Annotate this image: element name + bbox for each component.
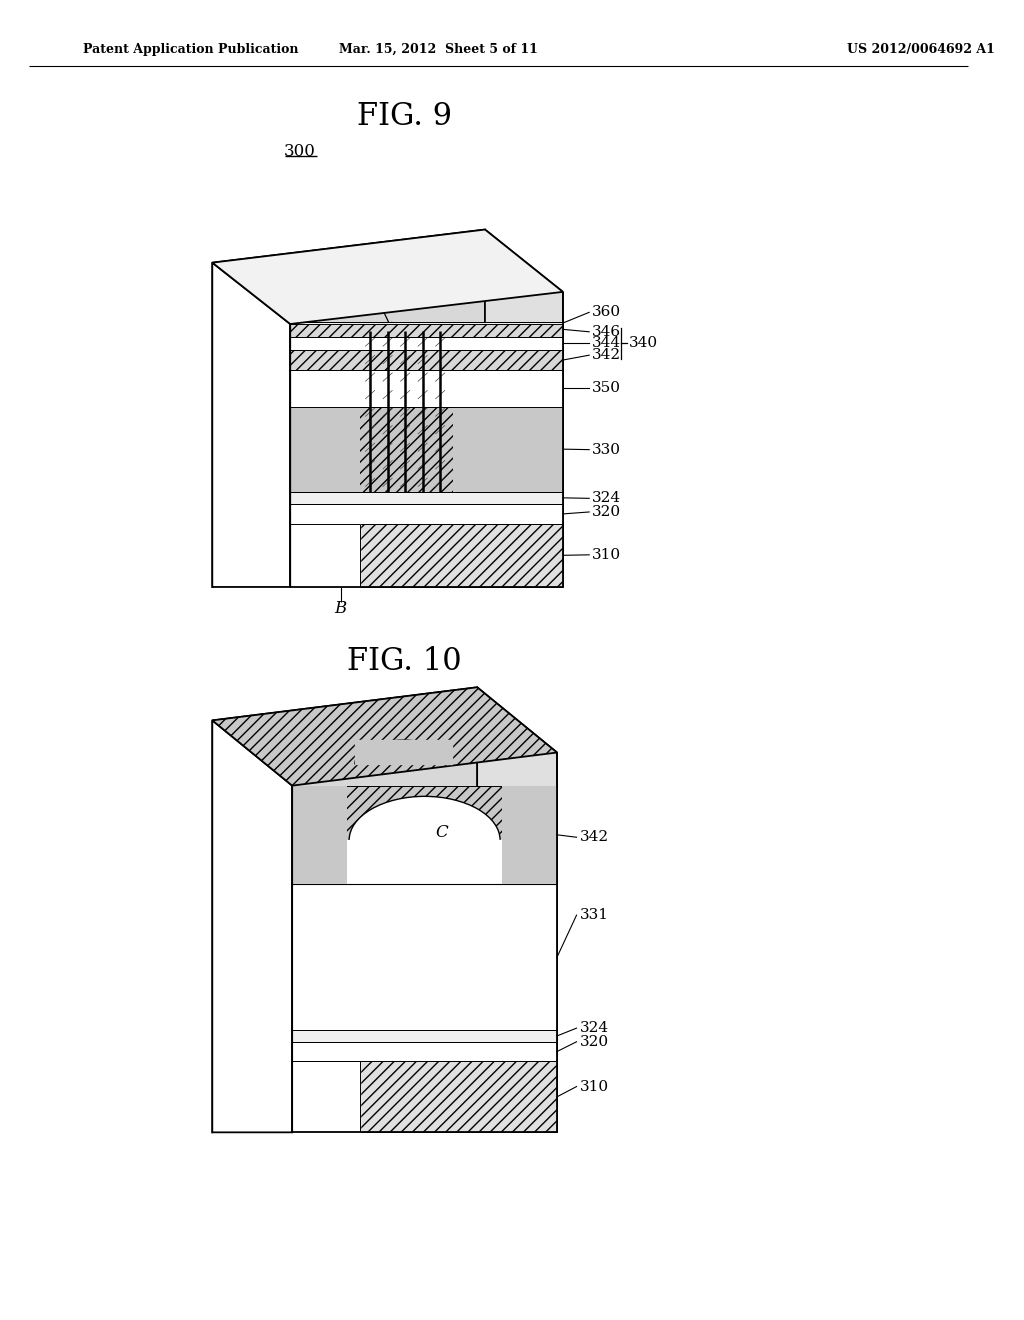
Polygon shape [290,524,563,587]
Text: 340: 340 [629,337,658,351]
Text: 350: 350 [592,381,622,395]
Polygon shape [477,688,557,1133]
Polygon shape [344,840,505,884]
Polygon shape [292,1061,360,1133]
Text: 342: 342 [592,348,622,362]
Polygon shape [290,524,360,587]
Polygon shape [502,785,557,884]
Text: 346: 346 [592,325,622,339]
Text: 310: 310 [580,1080,608,1093]
Polygon shape [290,504,563,524]
Polygon shape [212,263,290,587]
Text: FIG. 9: FIG. 9 [356,102,452,132]
Text: 330: 330 [592,442,622,457]
Polygon shape [212,230,485,587]
Polygon shape [292,1041,557,1061]
Text: Mar. 15, 2012  Sheet 5 of 11: Mar. 15, 2012 Sheet 5 of 11 [339,42,538,55]
Polygon shape [292,785,557,884]
Text: B: B [335,599,347,616]
Text: 324: 324 [592,491,622,506]
Text: FIG. 10: FIG. 10 [347,647,462,677]
Polygon shape [292,1061,557,1133]
Polygon shape [354,741,453,764]
Polygon shape [290,407,360,491]
Text: A: A [360,261,372,279]
Polygon shape [290,370,563,407]
Text: 310: 310 [592,548,622,562]
Ellipse shape [349,796,500,884]
Polygon shape [212,721,292,1133]
Polygon shape [485,230,563,587]
Text: 300: 300 [284,143,315,160]
Text: 344: 344 [592,337,622,351]
Polygon shape [290,491,563,504]
Polygon shape [290,407,563,491]
Text: US 2012/0064692 A1: US 2012/0064692 A1 [847,42,995,55]
Text: Patent Application Publication: Patent Application Publication [83,42,298,55]
Text: 320: 320 [592,506,622,519]
Polygon shape [292,1030,557,1041]
Text: 360: 360 [592,305,622,319]
Text: C: C [436,824,449,841]
Text: 320: 320 [580,1035,608,1049]
Polygon shape [212,230,563,323]
Polygon shape [212,688,477,1133]
Polygon shape [290,337,563,350]
Text: 342: 342 [580,830,608,845]
Polygon shape [290,322,563,337]
Polygon shape [212,688,557,785]
Text: 331: 331 [580,908,608,923]
Polygon shape [292,785,347,884]
Polygon shape [290,322,563,323]
Polygon shape [290,350,563,370]
Text: 324: 324 [580,1022,608,1035]
Polygon shape [453,407,563,491]
Polygon shape [292,884,557,1030]
